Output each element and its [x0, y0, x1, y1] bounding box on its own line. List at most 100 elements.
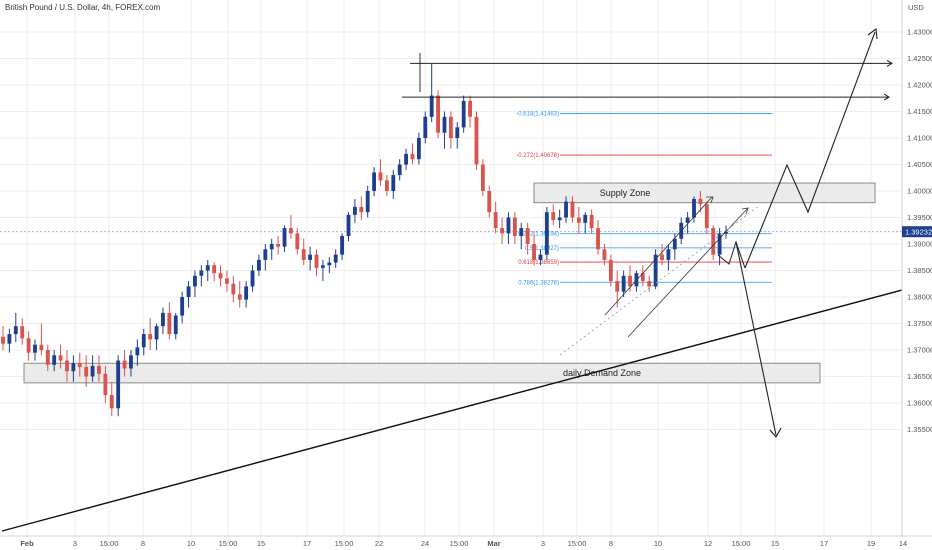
candle-body: [717, 233, 722, 255]
current-price-tag: 1.39232: [902, 226, 932, 238]
candle-body: [487, 191, 492, 213]
candle-body: [84, 366, 89, 377]
candle-body: [237, 294, 242, 300]
price-tick-label: 1.36500: [907, 372, 932, 381]
bearish-arrowhead: [769, 427, 782, 438]
candle-body: [77, 363, 82, 367]
candle-body: [442, 116, 447, 133]
bullish-arrowhead: [867, 27, 878, 40]
candle-body: [480, 164, 485, 191]
candle-body: [97, 365, 101, 374]
candle-body: [71, 363, 76, 372]
candle-body: [519, 228, 524, 237]
candle-body: [615, 281, 620, 292]
time-axis: Feb 3 15:00 8 10 15:00 15 17 15:00 22 24 15:00 Mar 3 1…: [20, 539, 907, 548]
candle-body: [116, 360, 121, 409]
candle-body: [327, 262, 332, 266]
candle-body: [173, 315, 178, 335]
candle-body: [33, 344, 37, 353]
zone-box: [23, 362, 821, 384]
candle-body: [20, 326, 25, 339]
price-axis-panel[interactable]: [902, 0, 932, 550]
time-tick-label: 14: [899, 539, 907, 548]
candle-body: [103, 373, 108, 396]
candle-body: [544, 212, 549, 255]
candle-body: [596, 228, 600, 250]
time-tick-label: 10: [187, 539, 195, 548]
candle-body: [250, 270, 255, 287]
candle-body: [218, 273, 223, 279]
price-tick-label: 1.42500: [907, 54, 932, 63]
candle-body: [608, 259, 613, 282]
candle-body: [397, 164, 402, 176]
candle-body: [557, 217, 562, 221]
candle-body: [225, 278, 229, 284]
channel-median: [559, 204, 761, 356]
channel-lower: [627, 207, 749, 338]
candle-body: [39, 344, 44, 350]
candle-body: [365, 191, 370, 213]
candle-body: [333, 254, 338, 263]
time-axis-panel[interactable]: [0, 536, 932, 550]
candle-body: [724, 231, 728, 234]
candle-body: [468, 100, 472, 117]
time-tick-label: 3: [73, 539, 77, 548]
candle-body: [186, 286, 191, 297]
candle-body: [13, 326, 18, 335]
candle-body: [506, 217, 511, 234]
candle-body: [666, 249, 671, 260]
time-tick-label: 8: [141, 539, 145, 548]
candle-body: [295, 233, 300, 250]
candle-body: [493, 212, 498, 229]
candle-body: [378, 172, 383, 181]
price-tick-label: 1.40000: [907, 187, 932, 196]
price-tick-label: 1.41500: [907, 107, 932, 116]
candle-body: [359, 206, 364, 213]
candle-body: [621, 275, 626, 292]
price-tick-label: 1.42000: [907, 81, 932, 90]
time-tick-label: 22: [375, 539, 383, 548]
candle-body: [660, 254, 664, 260]
chart-title: British Pound / U.S. Dollar, 4h, FOREX.c…: [5, 3, 161, 12]
candle-body: [109, 395, 114, 409]
projection-bearish: [735, 241, 777, 436]
candle-body: [154, 326, 159, 340]
candle-body: [692, 198, 696, 218]
price-tick-label: 1.37000: [907, 346, 932, 355]
channel-upper: [604, 196, 713, 316]
candle-body: [500, 228, 504, 234]
price-tick-label: 1.38000: [907, 293, 932, 302]
candle-body: [461, 100, 466, 128]
candle-body: [685, 217, 690, 223]
candle-body: [1, 336, 5, 344]
candle-body: [244, 286, 249, 300]
fib-label: 0.618(1.38659): [518, 260, 559, 266]
zones-layer: Supply Zone daily Demand Zone: [23, 182, 876, 384]
candle-body: [161, 312, 165, 327]
candle-body: [583, 214, 588, 223]
time-tick-label: 10: [654, 539, 662, 548]
candle-body: [404, 153, 409, 165]
candle-body: [564, 201, 568, 218]
channel-upper-arrow: [706, 196, 714, 204]
price-tick-label: 1.43000: [907, 28, 932, 37]
time-tick-label: 24: [421, 539, 429, 548]
candle-body: [141, 334, 146, 348]
price-tick-label: 1.36000: [907, 399, 932, 408]
drawings-layer: [1, 27, 932, 532]
candle-body: [301, 249, 306, 260]
projection-bullish: [744, 31, 876, 269]
candle-body: [276, 244, 281, 247]
time-tick-label: 3: [541, 539, 545, 548]
time-tick-label: 15:00: [450, 539, 469, 548]
candle-body: [352, 206, 357, 215]
candle-body: [340, 236, 345, 255]
channel-lower-arrow: [741, 207, 749, 215]
time-tick-label: 19: [867, 539, 875, 548]
time-tick-label: 15:00: [732, 539, 751, 548]
candle-body: [512, 217, 517, 237]
candle-body: [698, 198, 703, 205]
time-tick-label: 8: [609, 539, 613, 548]
